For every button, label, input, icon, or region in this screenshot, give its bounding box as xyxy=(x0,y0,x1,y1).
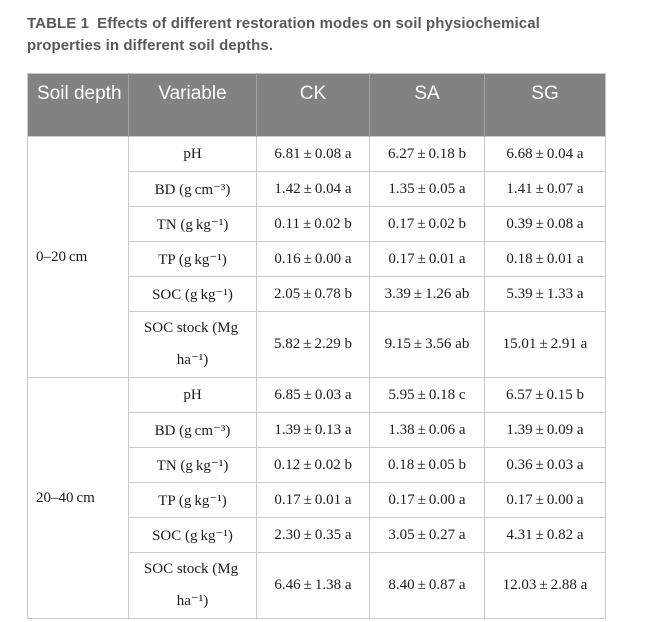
value-sa: 8.40 ± 0.87 a xyxy=(369,552,485,619)
variable-cell: SOC stock (Mg ha⁻¹) xyxy=(128,552,257,619)
table-row: SOC (g kg⁻¹) 2.05 ± 0.78 b 3.39 ± 1.26 a… xyxy=(28,276,606,312)
variable-cell: TN (g kg⁻¹) xyxy=(128,447,257,483)
value-sg: 0.18 ± 0.01 a xyxy=(484,241,606,277)
value-ck: 2.05 ± 0.78 b xyxy=(256,276,370,312)
value-ck: 5.82 ± 2.29 b xyxy=(256,311,370,378)
table-row: 20–40 cm pH 6.85 ± 0.03 a 5.95 ± 0.18 c … xyxy=(27,377,606,619)
table-row: 0–20 cm pH 6.81 ± 0.08 a 6.27 ± 0.18 b 6… xyxy=(27,136,606,378)
table-row: SOC stock (Mg ha⁻¹) 6.46 ± 1.38 a 8.40 ±… xyxy=(28,552,606,619)
value-sg: 6.57 ± 0.15 b xyxy=(484,377,606,413)
table-row: SOC (g kg⁻¹) 2.30 ± 0.35 a 3.05 ± 0.27 a… xyxy=(28,517,606,553)
soil-depth-0-20: 0–20 cm xyxy=(27,136,129,378)
value-ck: 6.46 ± 1.38 a xyxy=(256,552,370,619)
table-row: TP (g kg⁻¹) 0.17 ± 0.01 a 0.17 ± 0.00 a … xyxy=(28,482,606,518)
variable-cell: TP (g kg⁻¹) xyxy=(128,241,257,277)
table-caption: TABLE 1 Effects of different restoration … xyxy=(27,13,647,57)
variable-cell: TP (g kg⁻¹) xyxy=(128,482,257,518)
table-row: TP (g kg⁻¹) 0.16 ± 0.00 a 0.17 ± 0.01 a … xyxy=(28,241,606,277)
value-sa: 1.38 ± 0.06 a xyxy=(369,412,485,448)
value-sa: 3.39 ± 1.26 ab xyxy=(369,276,485,312)
value-sg: 0.39 ± 0.08 a xyxy=(484,206,606,242)
header-sa: SA xyxy=(369,73,485,137)
table-row: BD (g cm⁻³) 1.42 ± 0.04 a 1.35 ± 0.05 a … xyxy=(28,171,606,207)
caption-line-1: TABLE 1 Effects of different restoration … xyxy=(27,13,647,35)
value-ck: 1.39 ± 0.13 a xyxy=(256,412,370,448)
value-sg: 6.68 ± 0.04 a xyxy=(484,136,606,172)
value-sg: 5.39 ± 1.33 a xyxy=(484,276,606,312)
value-ck: 6.85 ± 0.03 a xyxy=(256,377,370,413)
value-ck: 0.16 ± 0.00 a xyxy=(256,241,370,277)
value-sa: 0.18 ± 0.05 b xyxy=(369,447,485,483)
value-sg: 0.36 ± 0.03 a xyxy=(484,447,606,483)
header-variable: Variable xyxy=(128,73,257,137)
variable-cell: SOC (g kg⁻¹) xyxy=(128,276,257,312)
value-ck: 6.81 ± 0.08 a xyxy=(256,136,370,172)
header-ck: CK xyxy=(256,73,370,137)
value-sa: 5.95 ± 0.18 c xyxy=(369,377,485,413)
header-sg: SG xyxy=(484,73,606,137)
value-ck: 2.30 ± 0.35 a xyxy=(256,517,370,553)
value-sg: 15.01 ± 2.91 a xyxy=(484,311,606,378)
caption-text-line1: Effects of different restoration modes o… xyxy=(97,15,540,32)
value-ck: 1.42 ± 0.04 a xyxy=(256,171,370,207)
value-sa: 9.15 ± 3.56 ab xyxy=(369,311,485,378)
variable-cell: pH xyxy=(128,377,257,413)
table-row: TN (g kg⁻¹) 0.11 ± 0.02 b 0.17 ± 0.02 b … xyxy=(28,206,606,242)
value-sa: 0.17 ± 0.00 a xyxy=(369,482,485,518)
variable-cell: TN (g kg⁻¹) xyxy=(128,206,257,242)
variable-cell: SOC stock (Mg ha⁻¹) xyxy=(128,311,257,378)
soil-properties-table: Soil depth Variable CK SA SG 0–20 cm pH … xyxy=(27,73,606,619)
table-row: TN (g kg⁻¹) 0.12 ± 0.02 b 0.18 ± 0.05 b … xyxy=(28,447,606,483)
header-row: Soil depth Variable CK SA SG xyxy=(27,73,606,137)
soil-depth-20-40: 20–40 cm xyxy=(27,377,129,619)
variable-cell: BD (g cm⁻³) xyxy=(128,171,257,207)
value-sa: 3.05 ± 0.27 a xyxy=(369,517,485,553)
value-sg: 1.41 ± 0.07 a xyxy=(484,171,606,207)
table-number-label: TABLE 1 xyxy=(27,15,90,32)
table-row: SOC stock (Mg ha⁻¹) 5.82 ± 2.29 b 9.15 ±… xyxy=(28,311,606,378)
variable-cell: BD (g cm⁻³) xyxy=(128,412,257,448)
value-sg: 12.03 ± 2.88 a xyxy=(484,552,606,619)
value-sa: 1.35 ± 0.05 a xyxy=(369,171,485,207)
caption-text-line2: properties in different soil depths. xyxy=(27,37,274,54)
value-sa: 6.27 ± 0.18 b xyxy=(369,136,485,172)
variable-cell: pH xyxy=(128,136,257,172)
value-sg: 1.39 ± 0.09 a xyxy=(484,412,606,448)
value-ck: 0.12 ± 0.02 b xyxy=(256,447,370,483)
value-ck: 0.17 ± 0.01 a xyxy=(256,482,370,518)
value-sg: 0.17 ± 0.00 a xyxy=(484,482,606,518)
value-sa: 0.17 ± 0.02 b xyxy=(369,206,485,242)
variable-cell: SOC (g kg⁻¹) xyxy=(128,517,257,553)
table-row: BD (g cm⁻³) 1.39 ± 0.13 a 1.38 ± 0.06 a … xyxy=(28,412,606,448)
header-soil-depth: Soil depth xyxy=(27,73,129,137)
value-sa: 0.17 ± 0.01 a xyxy=(369,241,485,277)
value-ck: 0.11 ± 0.02 b xyxy=(256,206,370,242)
value-sg: 4.31 ± 0.82 a xyxy=(484,517,606,553)
